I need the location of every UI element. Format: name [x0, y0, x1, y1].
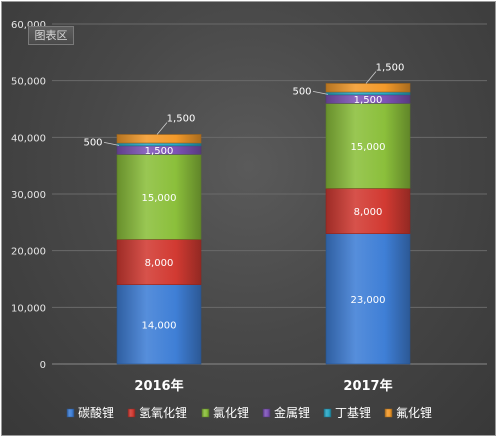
- legend-marker: [323, 408, 332, 418]
- legend-marker: [384, 408, 393, 418]
- data-label: 8,000: [145, 258, 174, 269]
- bar-segment: [325, 103, 411, 189]
- legend-marker: [201, 408, 210, 418]
- bar-segment: [325, 188, 411, 234]
- leader-line: [365, 71, 377, 84]
- y-tick-label: 0: [40, 360, 46, 371]
- y-tick-label: 40,000: [11, 133, 46, 144]
- legend-marker: [262, 408, 271, 418]
- leader-line: [312, 91, 329, 95]
- bar-segment: [325, 233, 411, 365]
- y-tick-label: 60,000: [11, 20, 46, 31]
- data-label: 500: [83, 137, 102, 148]
- y-tick-label: 50,000: [11, 77, 46, 88]
- legend-item: 氢氧化锂: [127, 405, 187, 420]
- legend-label: 碳酸锂: [78, 405, 114, 420]
- data-label: 8,000: [354, 207, 383, 218]
- legend-item: 丁基锂: [323, 405, 371, 420]
- plot-area-tag: 图表区: [28, 26, 74, 45]
- y-tick-label: 20,000: [11, 247, 46, 258]
- y-tick-label: 10,000: [11, 303, 46, 314]
- data-label: 1,500: [167, 114, 196, 125]
- legend-item: 碳酸锂: [66, 405, 114, 420]
- legend-label: 氢氧化锂: [139, 405, 187, 420]
- legend-marker: [127, 408, 136, 418]
- data-label: 1,500: [354, 95, 383, 106]
- data-label: 14,000: [142, 320, 177, 331]
- legend-label: 氟化锂: [396, 405, 432, 420]
- bar-segment: [325, 83, 411, 93]
- data-label: 1,500: [145, 146, 174, 157]
- legend-item: 氯化锂: [201, 405, 249, 420]
- legend-item: 氟化锂: [384, 405, 432, 420]
- bar-segment: [116, 134, 202, 144]
- bar-segment: [116, 239, 202, 285]
- legend-label: 丁基锂: [335, 405, 371, 420]
- x-tick-label: 2017年: [343, 378, 392, 394]
- data-label: 15,000: [351, 142, 386, 153]
- legend-label: 氯化锂: [213, 405, 249, 420]
- data-label: 23,000: [351, 295, 386, 306]
- leader-line: [156, 122, 168, 135]
- x-tick-label: 2016年: [134, 378, 183, 394]
- legend-label: 金属锂: [274, 405, 310, 420]
- data-label: 15,000: [142, 193, 177, 204]
- y-tick-label: 30,000: [11, 190, 46, 201]
- legend-marker: [66, 408, 75, 418]
- leader-line: [103, 142, 120, 146]
- data-label: 500: [292, 86, 311, 97]
- legend-item: 金属锂: [262, 405, 310, 420]
- data-label: 1,500: [376, 63, 405, 74]
- bar-segment: [116, 154, 202, 240]
